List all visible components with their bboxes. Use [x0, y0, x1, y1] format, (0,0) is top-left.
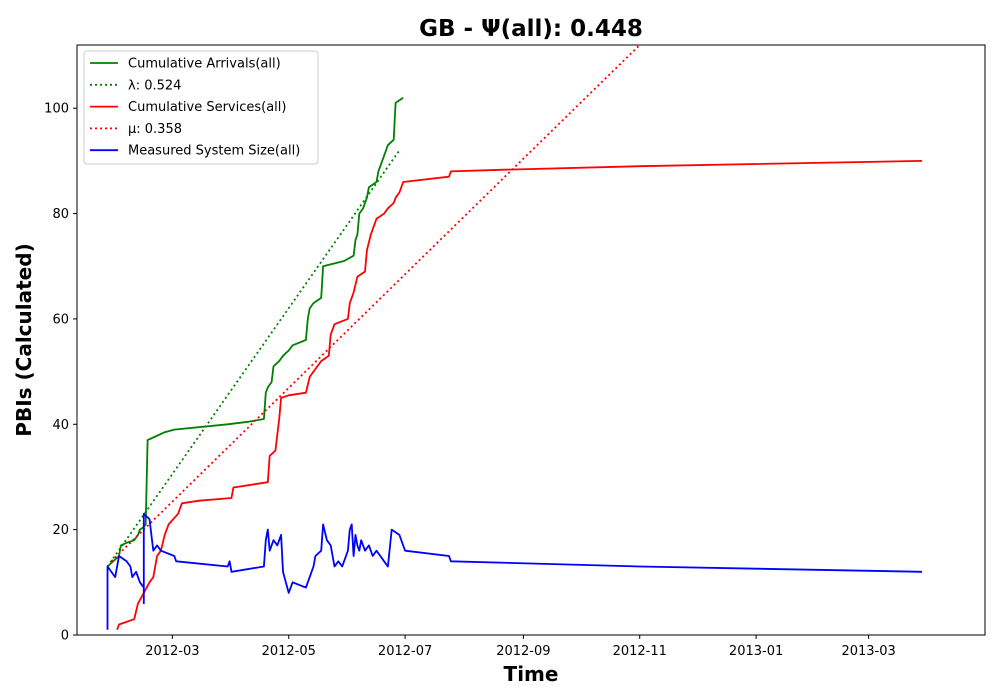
legend-entry-1: λ: 0.524	[128, 78, 181, 93]
chart-title: GB - Ψ(all): 0.448	[419, 16, 643, 42]
x-tick-label: 2013-01	[729, 644, 783, 659]
series-line-0	[106, 96, 404, 568]
legend-entry-3: μ: 0.358	[128, 122, 182, 137]
y-tick-label: 80	[52, 207, 69, 222]
legend-entry-2: Cumulative Services(all)	[128, 100, 286, 115]
x-tick-label: 2012-03	[145, 644, 199, 659]
legend-box	[83, 50, 319, 165]
x-tick-label: 2013-03	[841, 644, 895, 659]
x-axis-label: Time	[504, 662, 559, 686]
y-tick-label: 100	[44, 102, 69, 117]
series-layer	[106, 45, 923, 631]
series-line-3	[110, 45, 641, 562]
y-axis: 0 20 40 60 80 100	[44, 102, 77, 644]
legend: Cumulative Arrivals(all) λ: 0.524 Cumulati…	[83, 50, 319, 165]
legend-entry-0: Cumulative Arrivals(all)	[128, 57, 281, 72]
x-tick-label: 2012-07	[378, 644, 432, 659]
x-axis: 2012-03 2012-05 2012-07 2012-09 2012-11 2013-…	[145, 635, 896, 659]
x-tick-label: 2012-09	[496, 644, 550, 659]
series-line-2	[116, 160, 923, 631]
plot-frame	[76, 44, 986, 636]
x-tick-label: 2012-11	[613, 644, 667, 659]
y-tick-label: 60	[52, 312, 69, 327]
x-tick-label: 2012-05	[262, 644, 316, 659]
y-tick-label: 0	[61, 629, 69, 644]
y-tick-label: 20	[52, 523, 69, 538]
series-line-4	[106, 512, 923, 630]
y-axis-label: PBIs (Calculated)	[12, 243, 36, 436]
legend-entry-4: Measured System Size(all)	[128, 144, 300, 159]
y-tick-label: 40	[52, 418, 69, 433]
